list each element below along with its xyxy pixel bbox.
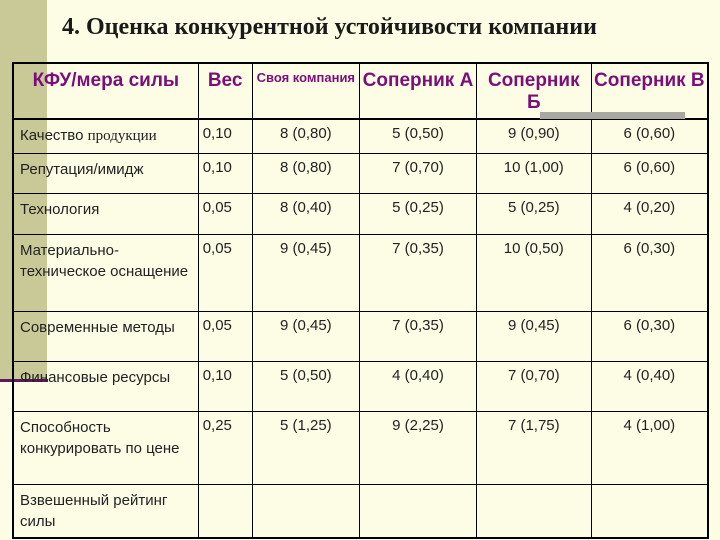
table-cell: 6 (0,60) (590, 152, 709, 194)
table-cell: 6 (0,30) (590, 233, 709, 312)
table-row: Финансовые ресурсы 0,10 5 (0,50) 4 (0,40) 7 … (12, 360, 709, 412)
row-label-text: Технология (20, 200, 100, 218)
row-label: Репутация/имидж (12, 152, 199, 194)
table-cell: 8 (0,80) (251, 118, 361, 154)
table-cell: 7 (1,75) (475, 410, 592, 485)
table-cell (359, 483, 477, 538)
table-cell: 10 (0,50) (475, 233, 592, 312)
table-cell: 7 (0,35) (359, 310, 477, 362)
table-cell: 0,05 (197, 233, 253, 312)
header-rival-a: Соперник А (359, 62, 477, 120)
row-label-text: Взвешенный рейтинг силы (20, 491, 168, 530)
table-cell: 0,10 (197, 152, 253, 194)
table-cell: 5 (0,50) (251, 360, 361, 412)
table-cell: 0,10 (197, 360, 253, 412)
row-label: Способность конкурировать по цене (12, 410, 199, 485)
table-cell: 9 (2,25) (359, 410, 477, 485)
row-label: Материально-техническое оснащение (12, 233, 199, 312)
table-cell: 9 (0,90) (475, 118, 592, 154)
row-label-text-serif: продукции (87, 128, 157, 144)
row-label: Современные методы (12, 310, 199, 362)
table-cell: 0,10 (197, 118, 253, 154)
table-cell: 4 (0,40) (590, 360, 709, 412)
row-label-text: Финансовые ресурсы (20, 368, 171, 386)
table-row: Качество продукции 0,10 8 (0,80) 5 (0,50) 9 … (12, 118, 709, 154)
row-label: Технология (12, 192, 199, 235)
table-cell: 0,25 (197, 410, 253, 485)
table-cell: 0,05 (197, 192, 253, 235)
table-cell: 5 (0,50) (359, 118, 477, 154)
table-row: Материально-техническое оснащение 0,05 9 (… (12, 233, 709, 312)
header-weight: Вес (197, 62, 253, 120)
table-row: Способность конкурировать по цене 0,25 5 (… (12, 410, 709, 485)
table-row: Технология 0,05 8 (0,40) 5 (0,25) 5 (0,25) 4 … (12, 192, 709, 235)
row-label-text: Качество (20, 127, 88, 144)
table-cell: 0,05 (197, 310, 253, 362)
table-cell: 6 (0,30) (590, 310, 709, 362)
row-label: Качество продукции (12, 118, 199, 154)
header-rival-b: Соперник Б (475, 62, 592, 120)
table-cell: 5 (0,25) (475, 192, 592, 235)
table-cell (475, 483, 592, 538)
table-cell: 6 (0,60) (590, 118, 709, 154)
table-cell: 7 (0,70) (475, 360, 592, 412)
table-row: Репутация/имидж 0,10 8 (0,80) 7 (0,70) 10 (1… (12, 152, 709, 194)
decorative-gray-bar (540, 112, 685, 119)
table-cell: 4 (0,40) (359, 360, 477, 412)
header-row: КФУ/мера силы Вес Своя компания Соперник… (12, 62, 709, 120)
table-cell: 5 (1,25) (251, 410, 361, 485)
table-cell (251, 483, 361, 538)
row-label-text: Современные методы (20, 318, 175, 336)
row-label-text: Способность конкурировать по цене (20, 418, 180, 457)
competitiveness-table: КФУ/мера силы Вес Своя компания Соперник… (12, 62, 709, 539)
table-cell: 9 (0,45) (251, 310, 361, 362)
table-cell (590, 483, 709, 538)
header-own-company: Своя компания (251, 62, 361, 120)
table-cell: 7 (0,70) (359, 152, 477, 194)
table-cell: 10 (1,00) (475, 152, 592, 194)
table-cell: 8 (0,80) (251, 152, 361, 194)
page-title: 4. Оценка конкурентной устойчивости комп… (62, 14, 597, 40)
table-row: Современные методы 0,05 9 (0,45) 7 (0,35) 9 … (12, 310, 709, 362)
row-label-text: Репутация/имидж (20, 160, 144, 178)
header-rival-v: Соперник В (590, 62, 709, 120)
row-label: Взвешенный рейтинг силы (12, 483, 199, 538)
table-cell: 4 (0,20) (590, 192, 709, 235)
table-cell (197, 483, 253, 538)
table-row: Взвешенный рейтинг силы (12, 483, 709, 538)
table-cell: 5 (0,25) (359, 192, 477, 235)
table-cell: 9 (0,45) (475, 310, 592, 362)
table-cell: 8 (0,40) (251, 192, 361, 235)
table-cell: 4 (1,00) (590, 410, 709, 485)
header-kfu: КФУ/мера силы (12, 62, 199, 120)
row-label: Финансовые ресурсы (12, 360, 199, 412)
row-label-text: Материально-техническое оснащение (20, 241, 189, 280)
table-cell: 7 (0,35) (359, 233, 477, 312)
table-cell: 9 (0,45) (251, 233, 361, 312)
